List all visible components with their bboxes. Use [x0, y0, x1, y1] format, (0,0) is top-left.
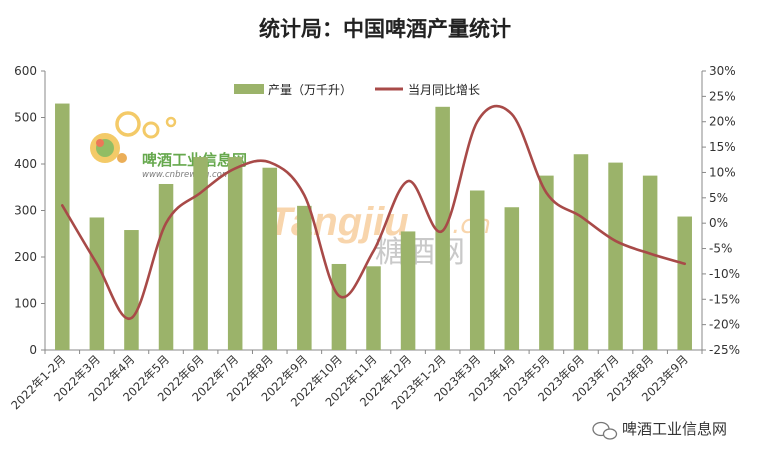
right-tick-label: 20% [709, 115, 736, 129]
production-bars [55, 103, 692, 351]
production-bar [366, 266, 381, 350]
right-tick-label: -15% [709, 292, 740, 306]
production-bar [677, 216, 692, 350]
left-tick-label: 100 [14, 297, 37, 311]
left-tick-label: 300 [14, 204, 37, 218]
left-tick-label: 0 [29, 343, 37, 357]
production-bar [400, 231, 416, 350]
right-tick-label: 5% [709, 191, 728, 205]
site-url-watermark: www.cnbrewing.com [142, 170, 230, 180]
footer-watermark: 啤酒工业信息网 [592, 420, 727, 440]
right-tick-label: -25% [709, 343, 740, 357]
production-bar [227, 157, 243, 350]
right-tick-label: 25% [709, 89, 736, 103]
right-tick-label: 30% [709, 64, 736, 78]
tangjiu-cn-watermark: 糖酒网 [375, 235, 465, 270]
production-bar [608, 162, 623, 350]
production-bar [193, 157, 208, 350]
production-bar [55, 103, 70, 350]
production-bar [158, 183, 174, 350]
left-tick-label: 200 [14, 250, 37, 264]
production-bar [435, 106, 450, 351]
production-bar [469, 190, 485, 350]
right-tick-label: 10% [709, 165, 736, 179]
cnbrewing-logo-watermark: 啤酒工业信息网 www.cnbrewing.com [90, 111, 247, 180]
x-axis-ticks: 2022年1-2月2022年3月2022年4月2022年5月2022年6月202… [8, 350, 703, 412]
production-bar [573, 154, 589, 350]
production-bar [297, 205, 312, 350]
left-tick-label: 600 [14, 64, 37, 78]
legend-bar-label: 产量（万千升） [268, 83, 352, 97]
legend: 产量（万千升） 当月同比增长 [234, 83, 480, 97]
right-axis-ticks: -25% -20% -15% -10% -5% 0% 5% 10% 15% 20% 25% 30% [702, 64, 740, 357]
production-bar [89, 217, 105, 350]
left-axis-ticks: 0 100 200 300 400 500 600 [14, 64, 45, 357]
right-tick-label: -5% [709, 242, 732, 256]
production-bar [539, 175, 554, 350]
production-bar [124, 230, 139, 350]
right-tick-label: -20% [709, 318, 740, 332]
production-bar [262, 167, 278, 350]
wechat-icon [592, 421, 618, 440]
right-tick-label: 0% [709, 216, 728, 230]
right-tick-label: -10% [709, 267, 740, 281]
production-bar [331, 263, 347, 350]
legend-bar-swatch [234, 84, 264, 94]
yoy-growth-line [60, 104, 687, 320]
yoy-growth-line-path [60, 104, 687, 320]
left-tick-label: 400 [14, 157, 37, 171]
legend-line-label: 当月同比增长 [408, 83, 480, 97]
footer-watermark-text: 啤酒工业信息网 [622, 420, 727, 438]
chart-title: 统计局：中国啤酒产量统计 [259, 16, 511, 41]
production-bar [504, 207, 520, 350]
left-tick-label: 500 [14, 111, 37, 125]
production-bar [642, 175, 658, 350]
right-tick-label: 15% [709, 140, 736, 154]
